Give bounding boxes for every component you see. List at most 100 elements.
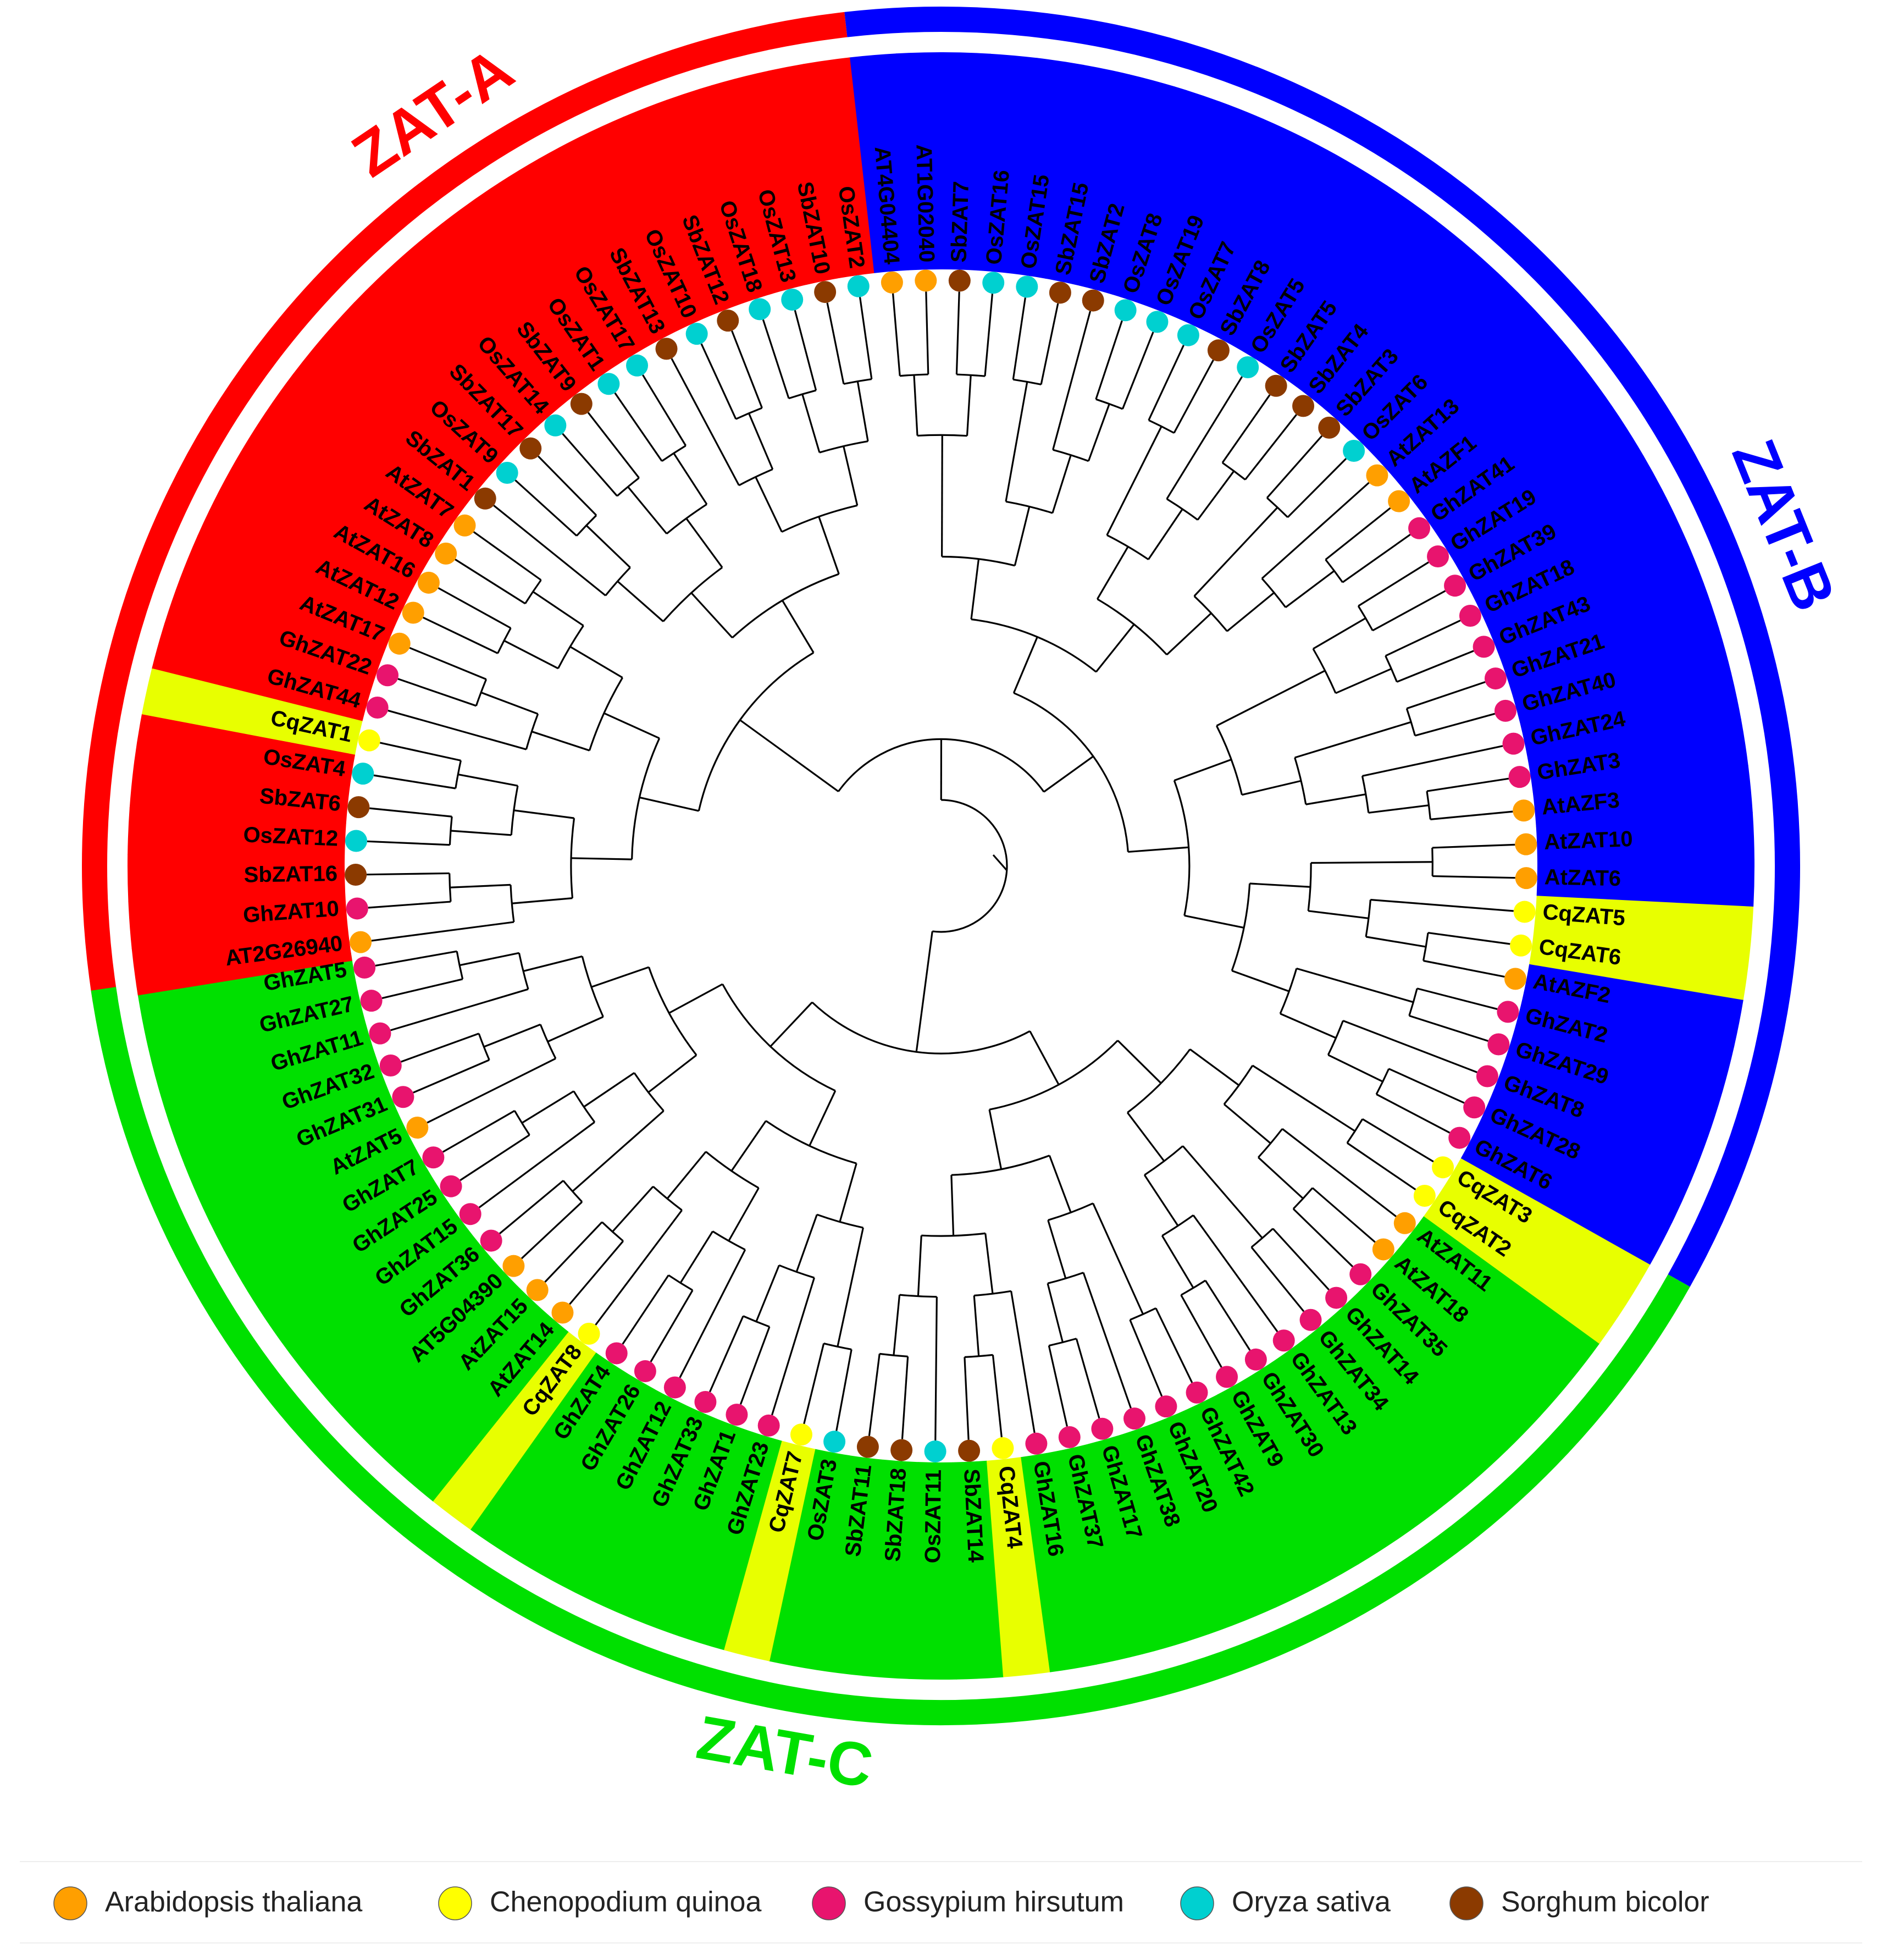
leaf-band [756, 64, 840, 285]
species-dot [345, 830, 367, 852]
leaf-band [1356, 1269, 1541, 1450]
leaf-band [1473, 496, 1687, 627]
leaf-band [1437, 416, 1644, 566]
leaf-band [770, 1449, 850, 1670]
species-dot [377, 664, 399, 687]
leaf-band [292, 337, 488, 506]
species-dot [1366, 464, 1388, 487]
species-dot [915, 269, 937, 292]
legend-swatch-icon [1180, 1886, 1214, 1920]
leaf-band [1514, 997, 1735, 1092]
legend-item: Arabidopsis thaliana [53, 1886, 362, 1920]
species-dot [402, 601, 424, 624]
leaf-band [592, 1405, 717, 1620]
leaf-band [1349, 272, 1531, 456]
legend-swatch-icon [1449, 1886, 1484, 1920]
species-dot [1016, 275, 1038, 298]
leaf-band [128, 892, 348, 949]
leaf-band [1424, 1187, 1626, 1344]
species-dot [366, 696, 389, 719]
species-dot [1473, 636, 1495, 658]
leaf-band [498, 158, 646, 366]
leaf-band [1145, 101, 1264, 318]
species-dot [605, 1342, 628, 1365]
leaf-band [1396, 340, 1592, 509]
leaf-band [1011, 58, 1084, 279]
species-dot [1299, 1308, 1322, 1331]
species-dot [856, 1436, 879, 1458]
species-dot [1114, 299, 1137, 322]
leaf-band [1330, 1294, 1508, 1482]
leaf-band [353, 269, 536, 453]
leaf-band [1304, 1317, 1473, 1512]
species-dot [1444, 575, 1466, 597]
species-dot [519, 437, 542, 460]
species-dot [1510, 934, 1532, 957]
species-dot [1388, 490, 1410, 512]
species-dot [417, 571, 440, 594]
leaf-band [1476, 1096, 1692, 1223]
legend-item: Oryza sativa [1180, 1886, 1391, 1920]
leaf-band [635, 1418, 750, 1637]
leaf-label: AtZAT6 [1544, 865, 1621, 891]
species-dot [435, 542, 457, 565]
leaf-band [460, 183, 617, 385]
leaf-band [129, 760, 350, 824]
leaf-band [1177, 118, 1307, 333]
leaf-band [387, 238, 562, 429]
leaf-label: AtZAT10 [1543, 827, 1633, 854]
species-dot [502, 1255, 525, 1277]
legend-label: Oryza sativa [1232, 1886, 1391, 1918]
leaf-band [141, 668, 363, 755]
species-dot [1082, 289, 1104, 312]
species-dot [726, 1404, 748, 1426]
leaf-band [322, 302, 511, 479]
species-dot [948, 269, 971, 292]
leaf-band [197, 493, 411, 624]
leaf-band [128, 854, 346, 902]
leaf-band [1532, 765, 1753, 827]
leaf-band [1267, 185, 1426, 387]
species-dot [1427, 545, 1449, 568]
leaf-band [1402, 1216, 1600, 1381]
legend-swatch-icon [812, 1886, 846, 1920]
legend-item: Chenopodium quinoa [438, 1886, 761, 1920]
leaf-band [224, 1147, 433, 1292]
species-dot [346, 897, 368, 920]
leaf-band [1186, 1394, 1318, 1608]
leaf-band [1079, 74, 1176, 295]
leaf-band [1511, 627, 1731, 725]
species-dot [1146, 311, 1169, 333]
species-dot [1318, 416, 1341, 439]
species-dot [1487, 1033, 1510, 1056]
leaf-band [1418, 377, 1619, 537]
leaf-label: OsZAT12 [243, 822, 339, 851]
leaf-band [1491, 1063, 1709, 1180]
leaf-band [1247, 1359, 1399, 1565]
leaf-band [203, 1117, 416, 1251]
species-dot [1216, 1366, 1238, 1388]
leaf-band [1088, 1434, 1188, 1655]
species-dot [474, 487, 496, 510]
leaf-band [580, 117, 708, 332]
legend-item: Sorghum bicolor [1449, 1886, 1709, 1920]
species-dot [958, 1439, 981, 1462]
leaf-band [816, 1455, 884, 1676]
legend-items: Arabidopsis thaliana Chenopodium quinoa Go… [53, 1886, 1709, 1920]
leaf-band [470, 1352, 626, 1556]
species-dot [459, 1203, 481, 1225]
species-dot [1393, 1212, 1416, 1234]
species-dot [924, 1440, 946, 1462]
species-dot [982, 272, 1005, 294]
species-dot [1292, 395, 1315, 417]
species-dot [814, 281, 837, 303]
legend-label: Chenopodium quinoa [490, 1886, 761, 1918]
leaf-band [152, 623, 372, 722]
species-dot [597, 373, 620, 395]
species-dot [1325, 1287, 1348, 1309]
leaf-band [131, 926, 352, 996]
leaf-band [538, 136, 677, 348]
leaf-band [240, 412, 446, 563]
species-dot [406, 1117, 429, 1139]
leaf-band [1536, 812, 1754, 862]
